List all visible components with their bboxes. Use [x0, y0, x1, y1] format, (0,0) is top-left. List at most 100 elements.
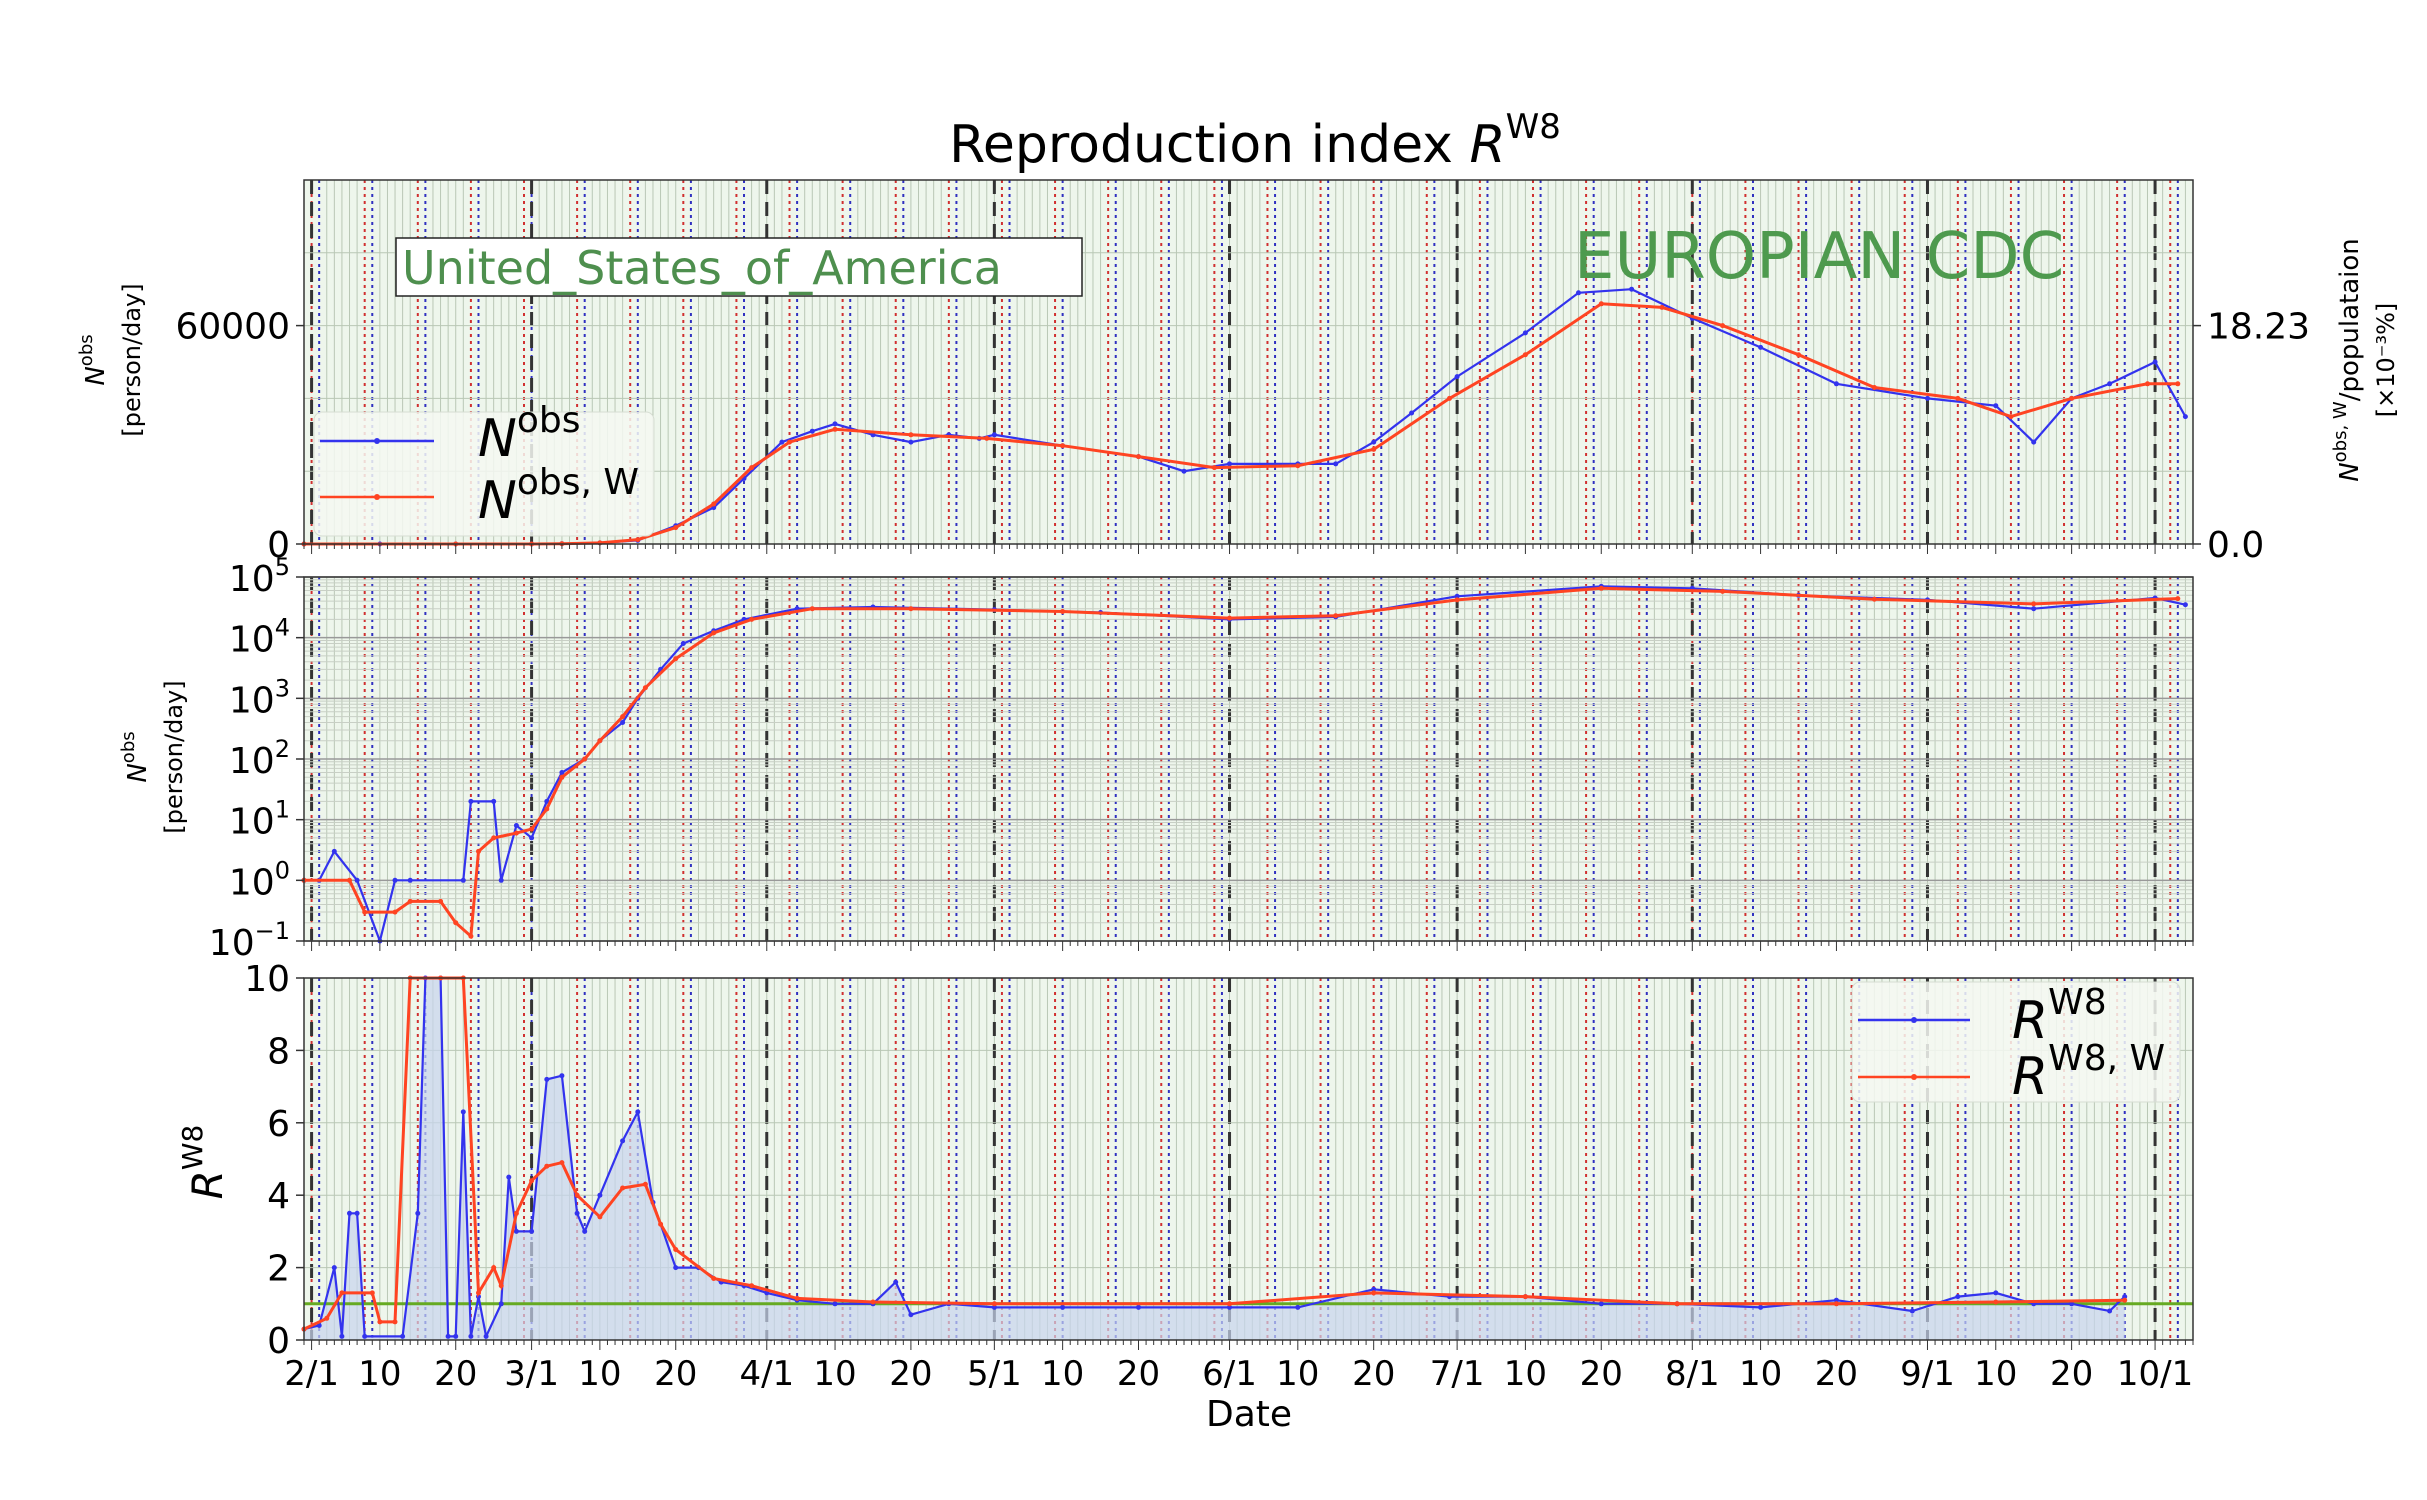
observed-point: [445, 1333, 451, 1339]
observed-point: [1333, 461, 1339, 467]
observed-point: [582, 1228, 588, 1234]
observed-point: [620, 720, 626, 725]
weekly-point: [347, 877, 352, 883]
observed-point: [1136, 1304, 1141, 1310]
observed-point: [513, 823, 519, 828]
weekly-point: [711, 630, 717, 636]
observed-point: [513, 1228, 519, 1234]
weekly-point: [749, 1283, 755, 1289]
weekly-point: [1227, 1301, 1232, 1307]
weekly-point: [324, 1315, 330, 1321]
weekly-point: [642, 685, 648, 691]
weekly-point: [711, 1276, 717, 1281]
observed-point: [2069, 1301, 2075, 1307]
y-axis-label-top: Nobs [person/day]: [76, 283, 146, 436]
x-tick-label: 5/1: [967, 1354, 1022, 1394]
observed-point: [1955, 1294, 1961, 1300]
y-tick-labels: 0 2 4 6 8 10: [244, 959, 304, 1362]
x-tick-label: 9/1: [1900, 1354, 1955, 1394]
observed-point: [574, 1210, 580, 1216]
observed-point: [2182, 602, 2188, 608]
y-tick-label: 103: [229, 674, 290, 721]
observed-point: [2107, 1308, 2113, 1314]
y-axis-label-bottom: RW8: [176, 1125, 232, 1200]
plot-frame: [303, 977, 2194, 1341]
weekly-point: [832, 426, 838, 432]
weekly-point: [438, 898, 444, 904]
observed-point: [460, 1109, 466, 1115]
observed-point: [1371, 439, 1377, 445]
weekly-point: [544, 1163, 550, 1169]
observed-point: [354, 1210, 360, 1216]
series-weekly-line: [304, 302, 2178, 546]
y-tick-label: 104: [229, 614, 290, 661]
weekly-point: [2175, 381, 2181, 387]
observed-point: [1925, 395, 1930, 401]
observed-point: [544, 1076, 550, 1082]
weekly-point: [1674, 1301, 1680, 1307]
x-tick-label: 20: [434, 1354, 477, 1394]
y-tick-label: 60000: [175, 307, 290, 348]
x-tick-label: 10: [1974, 1354, 2017, 1394]
observed-point: [2152, 359, 2158, 365]
y-tick-label: 4: [267, 1176, 290, 1217]
x-axis-label: Date: [1206, 1394, 1292, 1435]
weekly-point: [559, 774, 565, 780]
observed-point: [832, 1301, 838, 1307]
weekly-point: [2122, 1297, 2128, 1303]
y2-tick-label: 18.23: [2207, 307, 2310, 348]
legend-bottom-weekly-marker: [1911, 1074, 1917, 1080]
observed-point: [331, 1265, 337, 1271]
weekly-point: [2069, 395, 2075, 401]
weekly-point: [529, 826, 535, 832]
observed-point: [362, 1333, 368, 1339]
observed-point: [1454, 593, 1460, 599]
legend-bottom-frame: [1851, 981, 2181, 1103]
x-tick-label: 10: [358, 1354, 401, 1394]
weekly-point: [809, 606, 815, 612]
weekly-point: [2031, 601, 2037, 607]
observed-point: [673, 1265, 679, 1271]
x-tick-label: 10: [578, 1354, 621, 1394]
weekly-point: [559, 1160, 565, 1166]
legend-top-weekly-marker: [374, 494, 380, 500]
y2-tick-label: 0.0: [2207, 525, 2264, 566]
x-tick-label: 20: [1815, 1354, 1858, 1394]
weekly-point: [673, 525, 679, 531]
weekly-point: [453, 920, 459, 926]
svg-text:[×10⁻³%]: [×10⁻³%]: [2372, 303, 2400, 417]
observed-point: [483, 1333, 489, 1339]
weekly-point: [369, 1290, 375, 1296]
weekly-point: [1993, 1299, 1999, 1305]
observed-point: [1993, 1290, 1999, 1296]
x-tick-label: 10: [1041, 1354, 1084, 1394]
observed-point: [498, 1301, 504, 1307]
weekly-point: [1295, 463, 1301, 469]
svg-text:[person/day]: [person/day]: [118, 283, 146, 436]
weekly-point: [642, 1181, 648, 1187]
series-weekly-line: [304, 586, 2178, 940]
observed-point: [1993, 403, 1999, 409]
legend-bottom-obs-label: RW8: [2012, 982, 2107, 1051]
observed-point: [991, 432, 997, 438]
x-ticks: [303, 1340, 2194, 1350]
observed-point: [415, 1210, 421, 1216]
panel-bottom-reproduction: 0 2 4 6 8 10: [244, 959, 2194, 1362]
weekly-point: [597, 738, 603, 744]
weekly-point: [498, 1283, 504, 1289]
x-tick-label: 20: [1117, 1354, 1160, 1394]
weekly-point: [1060, 609, 1066, 614]
observed-point: [491, 798, 497, 804]
observed-point: [2182, 414, 2188, 420]
observed-point: [908, 439, 914, 445]
observed-point: [779, 439, 785, 445]
weekly-point: [597, 1214, 603, 1220]
observed-point: [1227, 461, 1232, 467]
x-tick-label: 10: [1276, 1354, 1319, 1394]
x-tick-label: 10: [813, 1354, 856, 1394]
weekly-point: [749, 616, 755, 622]
weekly-point: [984, 435, 990, 441]
observed-point: [1371, 1286, 1377, 1292]
x-tick-label: 20: [1580, 1354, 1623, 1394]
weekly-point: [544, 806, 550, 812]
